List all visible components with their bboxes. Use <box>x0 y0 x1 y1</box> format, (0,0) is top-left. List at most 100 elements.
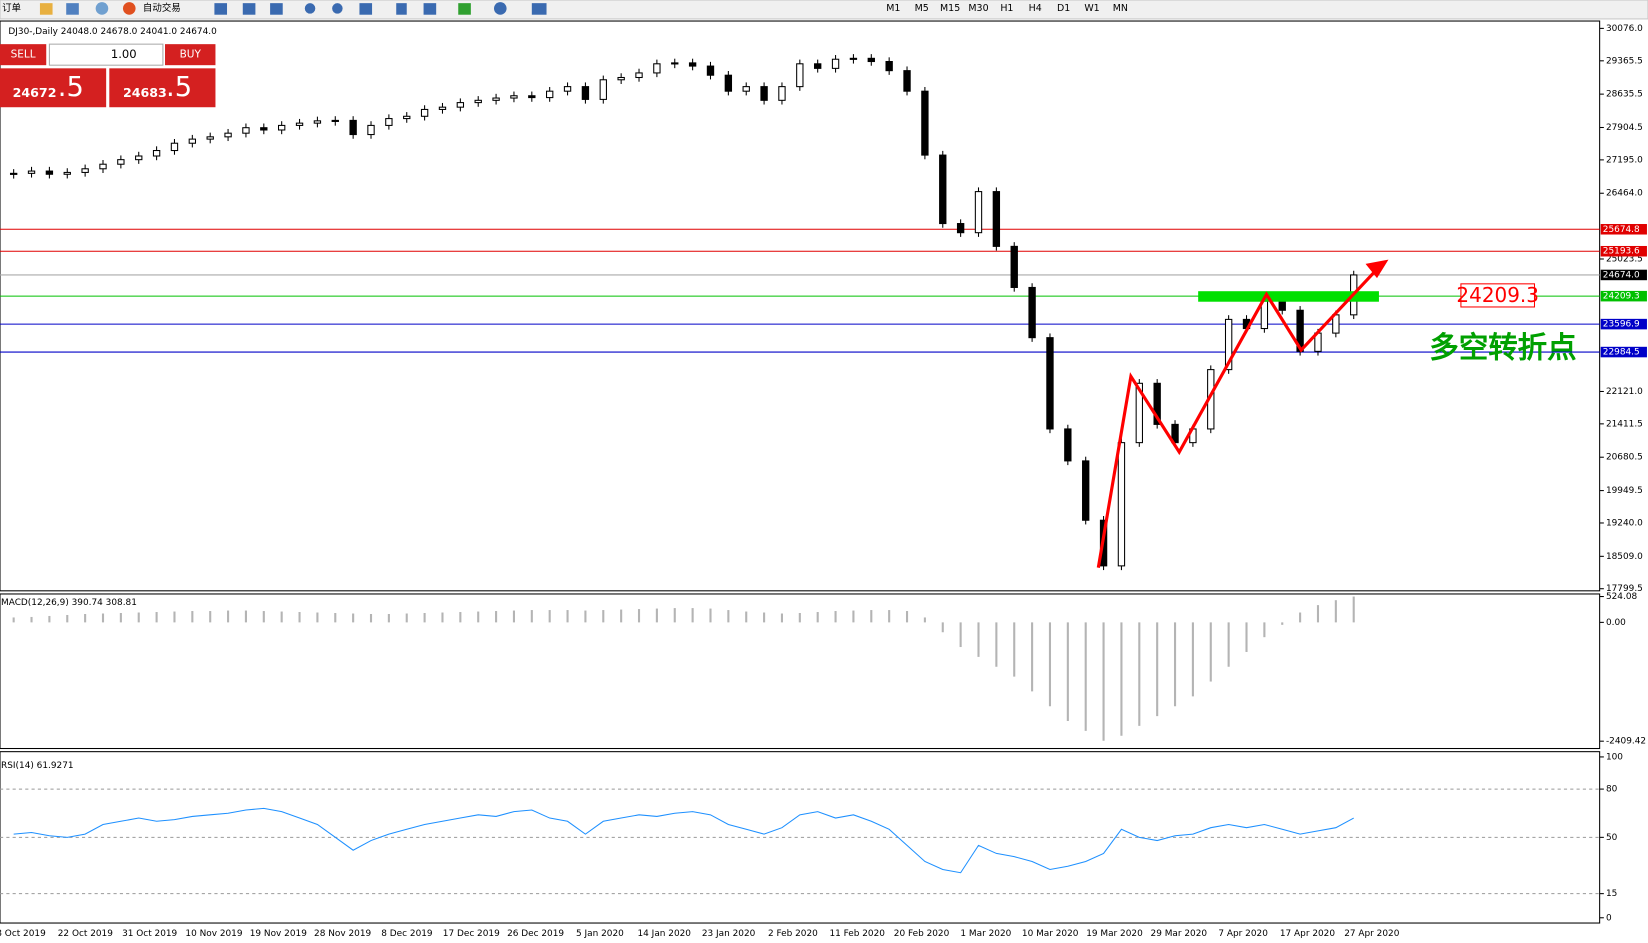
candle <box>563 86 572 92</box>
x-tick-label: 23 Jan 2020 <box>702 929 756 939</box>
x-tick-label: 5 Jan 2020 <box>576 929 624 939</box>
candle <box>1046 337 1054 430</box>
icon[interactable] <box>493 2 507 15</box>
candle <box>367 124 375 136</box>
candle <box>653 63 661 74</box>
x-tick-label: 8 Oct 2019 <box>0 929 46 939</box>
bid-fraction[interactable]: .5 <box>58 72 84 103</box>
y-tick-label: 100 <box>1606 752 1623 762</box>
timeframe[interactable]: W1 <box>1084 3 1099 14</box>
icon[interactable] <box>39 3 53 15</box>
icon[interactable] <box>95 2 109 15</box>
toolbar-icons <box>214 2 547 15</box>
trend-arrow <box>1096 263 1383 568</box>
candle <box>599 79 607 100</box>
candle <box>581 86 590 100</box>
y-tick-label: 19949.5 <box>1606 486 1643 496</box>
volume-input[interactable] <box>48 43 164 66</box>
y-tick-label: 30076.0 <box>1606 24 1643 34</box>
candle <box>885 60 893 72</box>
x-tick-label: 10 Mar 2020 <box>1022 929 1079 939</box>
ask-fraction[interactable]: .5 <box>166 72 192 103</box>
candle <box>1028 286 1036 339</box>
candle <box>617 76 625 81</box>
candle <box>206 136 214 140</box>
candle <box>420 108 429 117</box>
timeframe[interactable]: M5 <box>915 3 929 14</box>
candle <box>921 90 929 156</box>
icon[interactable] <box>122 2 136 15</box>
candle <box>242 127 250 134</box>
y-tick-label: 18509.0 <box>1606 552 1643 562</box>
timeframe[interactable]: M1 <box>886 3 900 14</box>
candle <box>956 223 965 234</box>
timeframe[interactable]: MN <box>1113 3 1128 14</box>
price-label-box <box>1600 346 1647 358</box>
icon[interactable] <box>332 3 343 14</box>
x-tick-label: 10 Nov 2019 <box>185 929 242 939</box>
candle <box>277 124 286 131</box>
toolbar-item[interactable]: 自动交易 <box>143 2 181 14</box>
timeframe[interactable]: H4 <box>1029 3 1042 14</box>
bid-box[interactable] <box>0 68 107 108</box>
icon[interactable] <box>531 3 547 15</box>
timeframe[interactable]: M15 <box>940 3 960 14</box>
icon[interactable] <box>214 3 228 15</box>
icon[interactable] <box>458 3 471 15</box>
arrows <box>1096 259 1389 568</box>
timeframe[interactable]: D1 <box>1057 3 1070 14</box>
toolbar-item[interactable]: 订单 <box>2 2 21 14</box>
toolbar <box>0 0 1648 20</box>
candle <box>456 102 465 108</box>
candle <box>724 74 733 92</box>
bid-price[interactable]: 24672 <box>13 85 57 100</box>
candle <box>27 170 36 174</box>
candle <box>1064 428 1072 462</box>
sell-button[interactable] <box>0 44 47 66</box>
y-tick-label: 22121.0 <box>1606 387 1643 397</box>
icon[interactable] <box>242 3 256 15</box>
candle <box>385 118 393 126</box>
candle <box>474 99 482 104</box>
timeframe[interactable]: M30 <box>968 3 988 14</box>
candle <box>849 57 858 60</box>
sell-label[interactable]: SELL <box>11 49 36 61</box>
icon[interactable] <box>396 3 407 15</box>
candle <box>313 120 322 124</box>
price-label-box <box>1600 224 1647 235</box>
y-tick-label: 27904.5 <box>1606 123 1643 133</box>
buy-button[interactable] <box>165 44 216 66</box>
candle <box>81 168 89 173</box>
buy-label[interactable]: BUY <box>180 49 202 61</box>
ask-price[interactable]: 24683 <box>123 85 167 100</box>
candle <box>778 86 786 101</box>
pivot-text: 多空转折点 <box>1429 331 1576 365</box>
icon[interactable] <box>270 3 283 15</box>
candle <box>939 154 947 225</box>
candle <box>295 122 304 126</box>
candle <box>135 155 143 161</box>
ask-box[interactable] <box>109 68 216 108</box>
level-zone <box>1198 291 1379 302</box>
price-label-box <box>1600 290 1647 302</box>
icon[interactable] <box>304 3 316 14</box>
candle <box>188 138 197 144</box>
y-tick-label: 50 <box>1606 833 1618 843</box>
icon[interactable] <box>359 3 373 15</box>
y-tick-label: 28635.5 <box>1606 90 1643 100</box>
x-tick-label: 17 Apr 2020 <box>1280 929 1335 939</box>
x-tick-label: 8 Dec 2019 <box>381 929 433 939</box>
timeframe[interactable]: H1 <box>1000 3 1013 14</box>
candle <box>1082 460 1090 521</box>
x-tick-label: 14 Jan 2020 <box>638 929 692 939</box>
x-tick-label: 29 Mar 2020 <box>1151 929 1208 939</box>
price-label: 24674.0 <box>1603 270 1640 280</box>
icon[interactable] <box>66 3 79 15</box>
y-tick-label: 20680.5 <box>1606 453 1643 463</box>
price-label: 24209.3 <box>1603 292 1640 302</box>
price-label: 25674.8 <box>1603 225 1640 235</box>
volume[interactable]: 1.00 <box>111 47 137 61</box>
y-tick-label: 27195.0 <box>1606 155 1643 165</box>
icon[interactable] <box>423 3 437 15</box>
